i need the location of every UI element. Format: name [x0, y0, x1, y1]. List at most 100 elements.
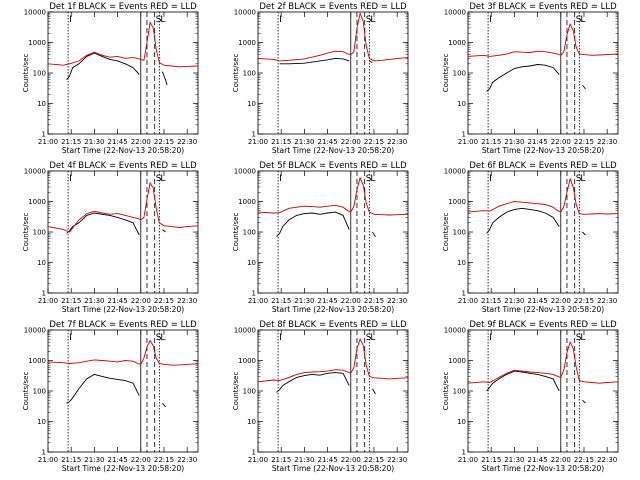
y-axis-label: Counts/sec [442, 372, 450, 411]
marker-label: I [279, 333, 282, 343]
panel-title: Det 6f BLACK = Events RED = LLD [469, 161, 617, 171]
x-axis-label: Start Time (22-Nov-13 20:58:20) [272, 146, 394, 155]
x-tick-label: 21:45 [107, 456, 127, 464]
x-tick-label: 21:15 [481, 297, 501, 305]
y-tick-label: 10 [247, 259, 256, 267]
x-tick-label: 21:15 [271, 138, 291, 146]
y-tick-label: 100 [243, 229, 256, 237]
events-rate-line [66, 52, 140, 81]
marker-label: L [160, 333, 165, 343]
x-tick-label: 21:15 [271, 297, 291, 305]
y-tick-label: 1000 [238, 39, 256, 47]
y-tick-label: 1 [42, 131, 46, 139]
lld-rate-line [467, 340, 619, 384]
plot-frame [467, 11, 619, 135]
x-tick-label: 21:00 [458, 138, 478, 146]
marker-label: I [489, 333, 492, 343]
detector-panel-9: Det 9f BLACK = Events RED = LLD 1 10 100 100… [442, 320, 619, 473]
detector-panel-1: Det 1f BLACK = Events RED = LLD 1 10 100 100… [22, 2, 199, 155]
x-tick-label: 21:30 [84, 297, 104, 305]
x-tick-label: 22:15 [364, 297, 384, 305]
y-tick-label: 1 [462, 131, 466, 139]
x-tick-label: 21:30 [84, 456, 104, 464]
marker-label: I [69, 15, 72, 25]
events-rate-line [372, 231, 376, 237]
y-tick-label: 10 [247, 418, 256, 426]
marker-label: S [366, 333, 372, 343]
x-tick-label: 21:15 [481, 456, 501, 464]
marker-label: S [156, 333, 162, 343]
events-rate-line [486, 207, 560, 234]
marker-label: S [156, 15, 162, 25]
x-tick-label: 21:45 [317, 138, 337, 146]
events-rate-line [161, 71, 168, 86]
y-tick-label: 10000 [24, 168, 46, 176]
plot-frame [47, 170, 199, 294]
y-tick-label: 1000 [28, 357, 46, 365]
y-tick-label: 10 [37, 100, 46, 108]
detector-panel-4: Det 4f BLACK = Events RED = LLD 1 10 100 100… [22, 161, 199, 314]
y-axis-label: Counts/sec [22, 54, 30, 93]
y-tick-label: 10 [37, 259, 46, 267]
y-axis-label: Counts/sec [22, 213, 30, 252]
plot-frame [257, 329, 409, 453]
y-tick-label: 1000 [28, 198, 46, 206]
x-tick-label: 22:00 [341, 456, 361, 464]
y-tick-label: 10 [37, 418, 46, 426]
y-tick-label: 1 [252, 290, 256, 298]
marker-label: I [69, 174, 72, 184]
y-axis-label: Counts/sec [22, 372, 30, 411]
y-tick-label: 1 [252, 131, 256, 139]
y-axis-label: Counts/sec [442, 54, 450, 93]
x-axis-label: Start Time (22-Nov-13 20:58:20) [62, 464, 184, 473]
detector-panel-6: Det 6f BLACK = Events RED = LLD 1 10 100 100… [442, 161, 619, 314]
y-tick-label: 100 [243, 388, 256, 396]
x-tick-label: 21:00 [458, 297, 478, 305]
plot-frame [47, 329, 199, 453]
detector-panel-7: Det 7f BLACK = Events RED = LLD 1 10 100 100… [22, 320, 199, 473]
x-tick-label: 21:30 [504, 297, 524, 305]
panel-title: Det 7f BLACK = Events RED = LLD [49, 320, 197, 330]
x-tick-label: 22:30 [387, 138, 407, 146]
marker-label: L [370, 174, 375, 184]
y-tick-label: 10000 [234, 9, 256, 17]
y-tick-label: 10000 [444, 9, 466, 17]
detector-panel-8: Det 8f BLACK = Events RED = LLD 1 10 100 100… [232, 320, 409, 473]
x-tick-label: 21:30 [294, 138, 314, 146]
lld-rate-line [257, 338, 409, 383]
lld-rate-line [257, 176, 409, 216]
plot-frame [257, 11, 409, 135]
x-tick-label: 22:30 [597, 138, 617, 146]
x-tick-label: 22:30 [177, 138, 197, 146]
x-tick-label: 21:45 [527, 456, 547, 464]
x-tick-label: 22:15 [364, 138, 384, 146]
x-tick-label: 22:15 [154, 456, 174, 464]
x-tick-label: 21:15 [61, 297, 81, 305]
marker-label: I [279, 174, 282, 184]
detector-panel-5: Det 5f BLACK = Events RED = LLD 1 10 100 100… [232, 161, 409, 314]
x-tick-label: 22:00 [551, 297, 571, 305]
y-tick-label: 100 [243, 70, 256, 78]
x-tick-label: 22:30 [597, 456, 617, 464]
x-tick-label: 21:30 [294, 297, 314, 305]
y-tick-label: 10 [457, 418, 466, 426]
y-tick-label: 10000 [444, 168, 466, 176]
y-tick-label: 10 [247, 100, 256, 108]
events-rate-line [162, 229, 166, 233]
x-tick-label: 22:00 [551, 138, 571, 146]
marker-label: L [160, 174, 165, 184]
marker-label: L [160, 15, 165, 25]
lld-rate-line [47, 181, 199, 233]
panel-title: Det 5f BLACK = Events RED = LLD [259, 161, 407, 171]
events-rate-line [162, 402, 166, 408]
y-tick-label: 1 [462, 449, 466, 457]
x-tick-label: 21:30 [84, 138, 104, 146]
y-tick-label: 100 [453, 70, 466, 78]
x-tick-label: 21:00 [248, 138, 268, 146]
x-tick-label: 22:15 [154, 297, 174, 305]
x-tick-label: 21:45 [317, 297, 337, 305]
events-rate-line [276, 211, 350, 238]
x-tick-label: 22:15 [364, 456, 384, 464]
x-tick-label: 21:00 [38, 456, 58, 464]
x-tick-label: 21:30 [504, 138, 524, 146]
